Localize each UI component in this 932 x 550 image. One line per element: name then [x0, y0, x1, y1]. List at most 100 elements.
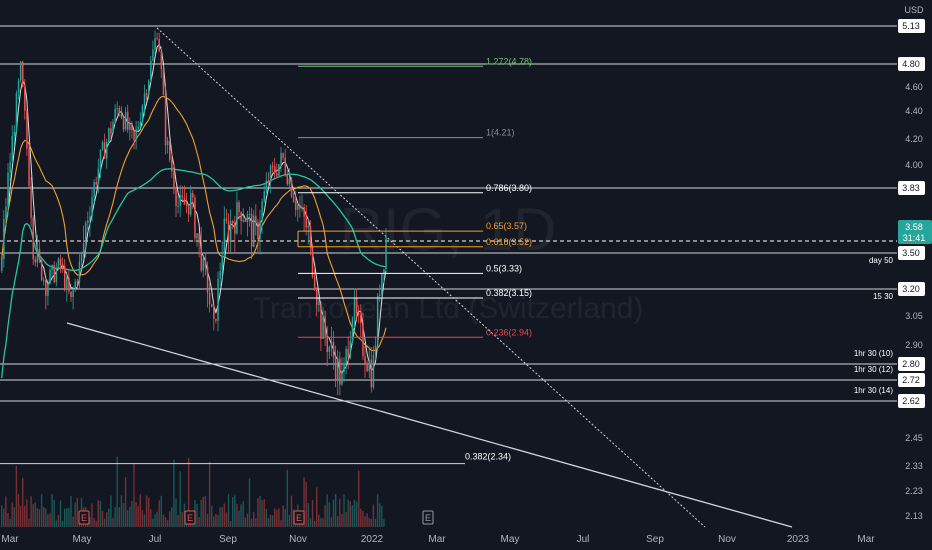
candle-body: [9, 161, 11, 173]
volume-bar: [114, 507, 116, 527]
volume-bar: [280, 520, 282, 527]
candle-body: [28, 148, 30, 186]
volume-bar: [57, 514, 60, 527]
candle-body: [362, 322, 364, 357]
volume-bar: [150, 509, 152, 527]
candle-body: [206, 267, 209, 294]
volume-bar: [332, 499, 335, 527]
candle-body: [36, 248, 39, 263]
volume-bar: [355, 501, 358, 527]
candle-body: [129, 122, 131, 130]
volume-bar: [135, 502, 137, 527]
candle-body: [261, 201, 263, 222]
candle-body: [156, 38, 158, 40]
volume-bar: [202, 496, 204, 527]
volume-bar: [160, 495, 162, 527]
level-price-box: [898, 57, 925, 71]
volume-bar: [177, 515, 179, 527]
volume-bar: [101, 510, 104, 527]
candle-body: [192, 193, 194, 198]
volume-bar: [198, 517, 200, 527]
candle-body: [334, 357, 337, 381]
candle-body: [15, 92, 18, 132]
candle-body: [204, 258, 207, 268]
y-tick-label: 3.05: [905, 311, 923, 321]
volume-bar: [106, 512, 108, 527]
candle-body: [93, 182, 95, 198]
volume-bar: [343, 494, 345, 527]
volume-bar: [282, 505, 284, 527]
candles: [1, 30, 387, 396]
candle-body: [313, 277, 316, 290]
volume-bar: [213, 516, 215, 527]
volume-bar: [26, 499, 28, 527]
candle-body: [202, 258, 205, 271]
candle-body: [295, 201, 297, 210]
volume-bar: [246, 513, 249, 527]
candle-body: [120, 112, 123, 118]
candle-body: [154, 38, 156, 50]
candle-body: [292, 196, 295, 202]
volume-bar: [257, 498, 259, 527]
volume-bar: [337, 516, 339, 527]
candle-body: [19, 61, 22, 81]
candle-body: [274, 166, 276, 174]
volume-bar: [341, 514, 343, 527]
ma-short-line: [1, 43, 387, 375]
volume-bar: [3, 508, 5, 527]
candle-body: [299, 205, 301, 209]
level-note: 1hr 30 (12): [854, 365, 893, 374]
candle-body: [51, 265, 53, 270]
candle-body: [24, 86, 26, 111]
volume-bar: [221, 507, 223, 527]
volume-bar: [89, 517, 91, 527]
ma-long-line: [1, 168, 387, 379]
volume-bar: [148, 497, 150, 527]
candle-body: [366, 364, 368, 372]
volume-bar: [204, 496, 207, 527]
x-tick-label: Mar: [857, 534, 875, 545]
candle-body: [301, 206, 303, 209]
earnings-marker-label: E: [187, 513, 193, 523]
level-price-box: [898, 373, 925, 387]
volume-bar: [278, 508, 280, 527]
volume-bar: [364, 516, 366, 527]
volume-bar: [34, 502, 36, 527]
candle-body: [106, 141, 108, 159]
level-price-box: [898, 246, 925, 260]
candle-body: [244, 220, 247, 223]
candle-body: [288, 178, 291, 185]
volume-bar: [276, 509, 278, 527]
candle-body: [124, 111, 127, 130]
volume-bar: [288, 514, 291, 527]
volume-bar: [381, 506, 383, 527]
volume-bar: [162, 514, 165, 527]
level-price-box: [898, 282, 925, 296]
x-tick-label: Mar: [428, 534, 446, 545]
candle-body: [101, 142, 104, 150]
candle-body: [381, 273, 383, 295]
volume-bar: [248, 478, 251, 527]
earnings-marker-box: [184, 510, 196, 525]
candle-body: [148, 80, 150, 95]
x-tick-label: May: [501, 534, 520, 545]
volume-bar: [131, 500, 133, 527]
candle-body: [32, 217, 34, 260]
y-tick-label: 4.60: [905, 82, 923, 92]
candle-body: [185, 204, 188, 206]
candle-body: [379, 294, 381, 296]
volume-bar: [137, 506, 139, 527]
x-tick-label: Jul: [149, 534, 162, 545]
candle-body: [64, 266, 66, 289]
candle-body: [236, 202, 238, 234]
fib-label: 1.272(4.78): [486, 56, 532, 66]
volume-bar: [49, 513, 51, 527]
candle-body: [208, 293, 211, 305]
volume-bar: [28, 518, 30, 527]
candle-body: [82, 243, 85, 254]
volume-bar: [349, 501, 351, 527]
candle-body: [234, 223, 236, 234]
candle-body: [257, 222, 259, 239]
y-tick-label: 2.13: [905, 511, 923, 521]
